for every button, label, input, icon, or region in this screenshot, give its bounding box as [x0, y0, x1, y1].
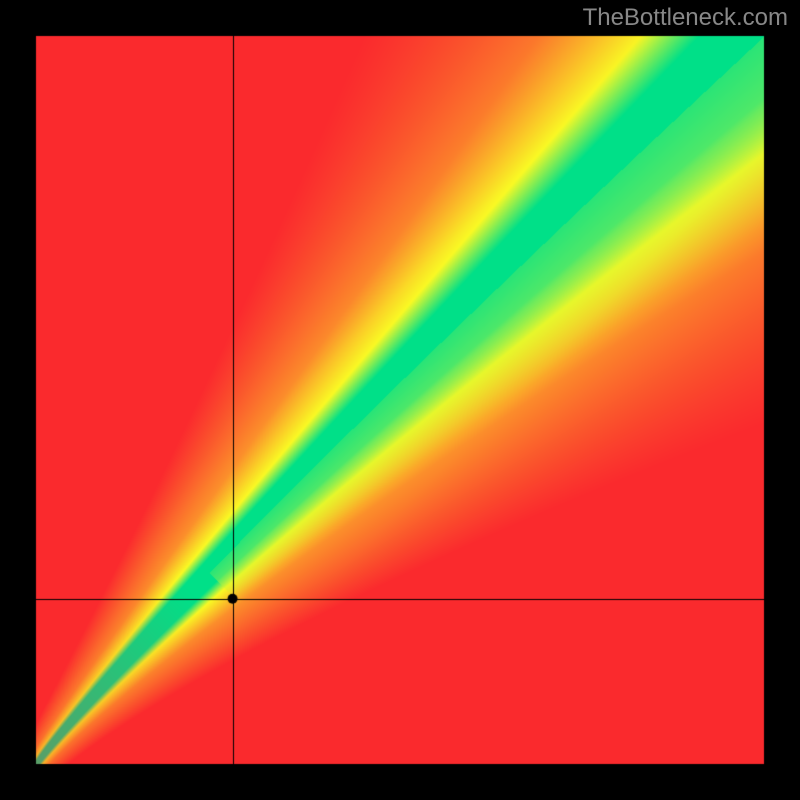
bottleneck-heatmap: [0, 0, 800, 800]
chart-container: TheBottleneck.com: [0, 0, 800, 800]
watermark-text: TheBottleneck.com: [583, 4, 788, 32]
